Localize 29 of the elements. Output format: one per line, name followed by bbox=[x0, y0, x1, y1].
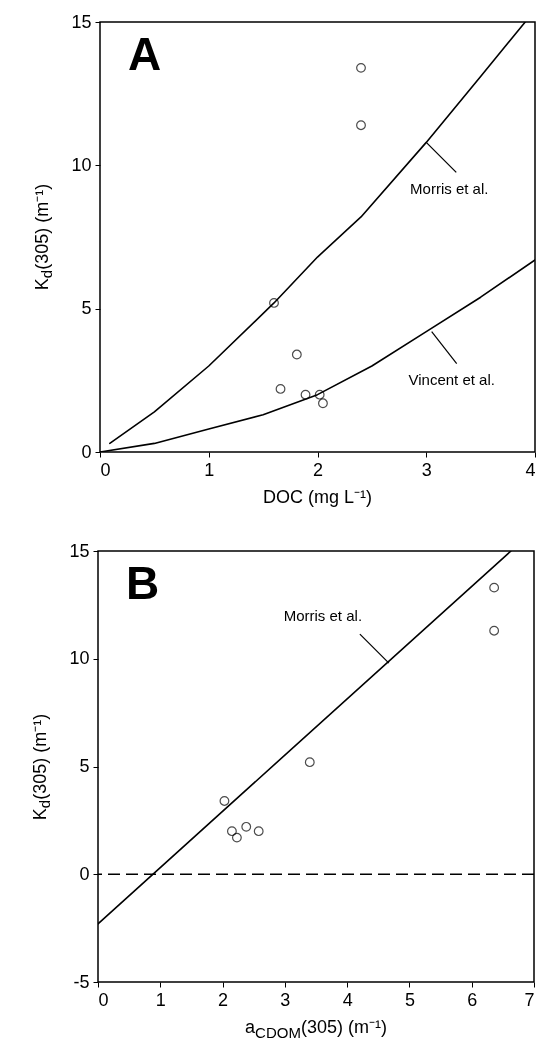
x-tick-label: 6 bbox=[467, 989, 478, 1010]
x-tick-label: 3 bbox=[421, 459, 432, 480]
y-tick-label: -5 bbox=[73, 971, 90, 992]
annotation: A bbox=[128, 28, 162, 80]
x-axis-title: a$_{CDOM}$(305) (m⁻¹) bbox=[244, 1016, 388, 1041]
y-tick-label: 10 bbox=[69, 648, 90, 669]
annotation: B bbox=[126, 557, 160, 609]
x-tick-label: 7 bbox=[524, 989, 535, 1010]
x-tick-label: 2 bbox=[312, 459, 324, 480]
y-tick-label: 15 bbox=[71, 11, 92, 32]
x-tick-label: 4 bbox=[525, 459, 536, 480]
annotation: Vincent et al. bbox=[408, 370, 495, 388]
x-tick-label: 1 bbox=[155, 989, 166, 1010]
x-tick-label: 0 bbox=[98, 989, 109, 1010]
y-tick-label: 5 bbox=[81, 298, 92, 319]
annotation: Morris et al. bbox=[283, 607, 363, 625]
x-axis-title: DOC (mg L⁻¹) bbox=[262, 486, 373, 508]
x-tick-label: 1 bbox=[204, 459, 215, 480]
y-tick-label: 15 bbox=[69, 540, 90, 561]
y-tick-label: 10 bbox=[71, 154, 92, 175]
annotation: Morris et al. bbox=[410, 180, 489, 198]
y-tick-label: 0 bbox=[81, 441, 92, 462]
x-tick-label: 2 bbox=[218, 989, 229, 1010]
y-tick-label: 5 bbox=[79, 756, 90, 776]
y-tick-label: 0 bbox=[79, 863, 90, 884]
x-tick-label: 0 bbox=[100, 459, 111, 480]
x-tick-label: 3 bbox=[280, 989, 291, 1010]
x-tick-label: 5 bbox=[404, 989, 415, 1010]
x-tick-label: 4 bbox=[342, 989, 353, 1010]
